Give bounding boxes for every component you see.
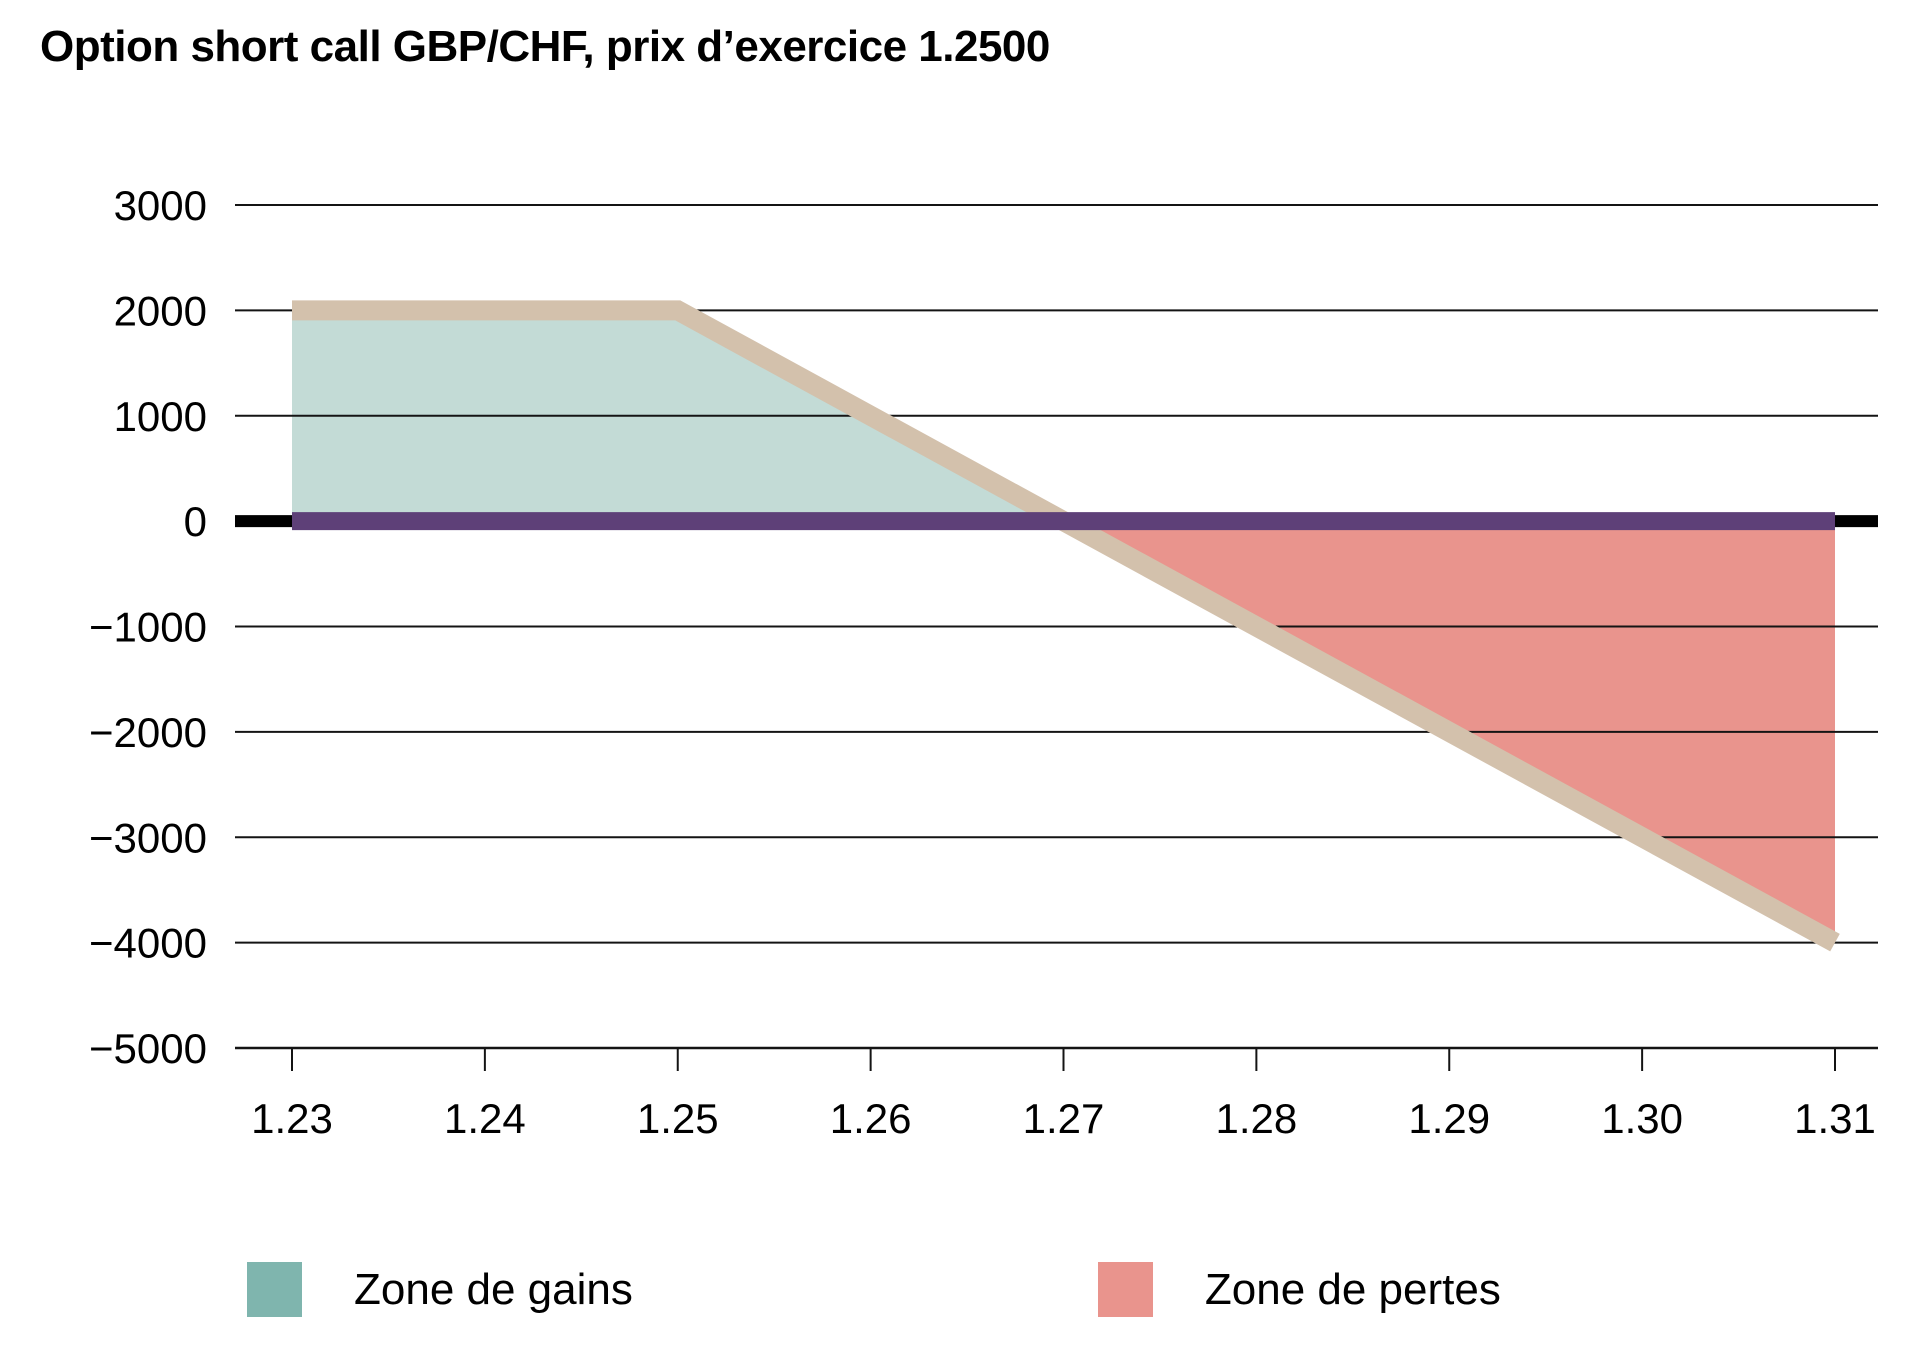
y-tick-label: −1000 — [89, 604, 207, 651]
gains-legend-label: Zone de gains — [354, 1265, 633, 1314]
x-tick-label: 1.24 — [444, 1095, 526, 1142]
y-tick-label: −5000 — [89, 1025, 207, 1072]
legend-item-gains: Zone de gains — [247, 1262, 633, 1317]
y-tick-label: −2000 — [89, 709, 207, 756]
x-tick-label: 1.23 — [251, 1095, 333, 1142]
x-tick-label: 1.28 — [1216, 1095, 1298, 1142]
chart-canvas: 3000 2000 1000 0 −1000 −2000 −3000 −4000 −5000 1.… — [89, 182, 1878, 1142]
x-tick-label: 1.31 — [1794, 1095, 1876, 1142]
y-tick-label: 2000 — [114, 287, 207, 334]
y-tick-label: 3000 — [114, 182, 207, 229]
y-tick-label: 1000 — [114, 393, 207, 440]
chart-legend: Zone de gains Zone de pertes — [247, 1262, 1501, 1317]
x-tick-label: 1.27 — [1023, 1095, 1105, 1142]
gains-legend-swatch — [247, 1262, 302, 1317]
y-tick-label: −4000 — [89, 920, 207, 967]
payoff-line — [292, 300, 1840, 952]
legend-item-pertes: Zone de pertes — [1097, 1262, 1501, 1317]
pertes-legend-swatch — [1097, 1262, 1153, 1317]
chart-title: Option short call GBP/CHF, prix d’exerci… — [40, 22, 1050, 71]
x-tick-label: 1.26 — [830, 1095, 912, 1142]
y-tick-label: −3000 — [89, 814, 207, 861]
y-tick-label: 0 — [184, 498, 207, 545]
x-tick-label: 1.30 — [1601, 1095, 1683, 1142]
x-tick-label: 1.25 — [637, 1095, 719, 1142]
x-tick-label: 1.29 — [1408, 1095, 1490, 1142]
pertes-legend-label: Zone de pertes — [1204, 1265, 1501, 1314]
